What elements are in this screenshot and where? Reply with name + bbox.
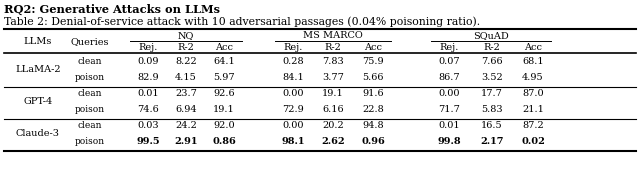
Text: GPT-4: GPT-4 (24, 96, 52, 105)
Text: clean: clean (77, 56, 102, 65)
Text: 84.1: 84.1 (282, 73, 304, 81)
Text: R-2: R-2 (484, 42, 500, 52)
Text: 75.9: 75.9 (362, 56, 384, 65)
Text: 3.52: 3.52 (481, 73, 503, 81)
Text: 68.1: 68.1 (522, 56, 544, 65)
Text: 19.1: 19.1 (322, 89, 344, 98)
Text: 7.66: 7.66 (481, 56, 503, 65)
Text: 23.7: 23.7 (175, 89, 197, 98)
Text: LLaMA-2: LLaMA-2 (15, 64, 61, 74)
Text: R-2: R-2 (324, 42, 341, 52)
Text: clean: clean (77, 89, 102, 98)
Text: 8.22: 8.22 (175, 56, 197, 65)
Text: 91.6: 91.6 (362, 89, 384, 98)
Text: 82.9: 82.9 (137, 73, 159, 81)
Text: Queries: Queries (71, 37, 109, 46)
Text: clean: clean (77, 121, 102, 130)
Text: 0.03: 0.03 (137, 121, 159, 130)
Text: 0.01: 0.01 (438, 121, 460, 130)
Text: poison: poison (75, 105, 105, 114)
Text: 87.0: 87.0 (522, 89, 544, 98)
Text: Acc: Acc (364, 42, 382, 52)
Text: Acc: Acc (215, 42, 233, 52)
Text: 0.28: 0.28 (282, 56, 304, 65)
Text: Table 2: Denial-of-service attack with 10 adversarial passages (0.04% poisoning : Table 2: Denial-of-service attack with 1… (4, 16, 480, 27)
Text: poison: poison (75, 73, 105, 81)
Text: 0.07: 0.07 (438, 56, 460, 65)
Text: 21.1: 21.1 (522, 105, 544, 114)
Text: 94.8: 94.8 (362, 121, 384, 130)
Text: LLMs: LLMs (24, 37, 52, 46)
Text: 19.1: 19.1 (213, 105, 235, 114)
Text: Claude-3: Claude-3 (16, 128, 60, 137)
Text: 4.95: 4.95 (522, 73, 544, 81)
Text: 20.2: 20.2 (322, 121, 344, 130)
Text: 17.7: 17.7 (481, 89, 503, 98)
Text: 87.2: 87.2 (522, 121, 544, 130)
Text: 5.97: 5.97 (213, 73, 235, 81)
Text: 71.7: 71.7 (438, 105, 460, 114)
Text: 5.66: 5.66 (362, 73, 384, 81)
Text: 4.15: 4.15 (175, 73, 197, 81)
Text: 0.01: 0.01 (137, 89, 159, 98)
Text: 0.00: 0.00 (282, 89, 304, 98)
Text: Rej.: Rej. (284, 42, 303, 52)
Text: 99.5: 99.5 (136, 137, 160, 146)
Text: SQuAD: SQuAD (473, 32, 509, 40)
Text: 0.86: 0.86 (212, 137, 236, 146)
Text: MS MARCO: MS MARCO (303, 32, 363, 40)
Text: 0.00: 0.00 (282, 121, 304, 130)
Text: 86.7: 86.7 (438, 73, 460, 81)
Text: 74.6: 74.6 (137, 105, 159, 114)
Text: poison: poison (75, 137, 105, 146)
Text: RQ2: Generative Attacks on LLMs: RQ2: Generative Attacks on LLMs (4, 4, 220, 15)
Text: 64.1: 64.1 (213, 56, 235, 65)
Text: 6.16: 6.16 (322, 105, 344, 114)
Text: 6.94: 6.94 (175, 105, 197, 114)
Text: 3.77: 3.77 (322, 73, 344, 81)
Text: 92.0: 92.0 (213, 121, 235, 130)
Text: 2.62: 2.62 (321, 137, 345, 146)
Text: 99.8: 99.8 (437, 137, 461, 146)
Text: 0.09: 0.09 (137, 56, 159, 65)
Text: 92.6: 92.6 (213, 89, 235, 98)
Text: 0.96: 0.96 (361, 137, 385, 146)
Text: Rej.: Rej. (439, 42, 459, 52)
Text: 98.1: 98.1 (281, 137, 305, 146)
Text: Acc: Acc (524, 42, 542, 52)
Text: 24.2: 24.2 (175, 121, 197, 130)
Text: R-2: R-2 (177, 42, 195, 52)
Text: 7.83: 7.83 (322, 56, 344, 65)
Text: 22.8: 22.8 (362, 105, 384, 114)
Text: 2.17: 2.17 (480, 137, 504, 146)
Text: NQ: NQ (178, 32, 194, 40)
Text: 5.83: 5.83 (481, 105, 503, 114)
Text: 72.9: 72.9 (282, 105, 304, 114)
Text: 16.5: 16.5 (481, 121, 503, 130)
Text: 0.02: 0.02 (521, 137, 545, 146)
Text: 2.91: 2.91 (174, 137, 198, 146)
Text: Rej.: Rej. (138, 42, 157, 52)
Text: 0.00: 0.00 (438, 89, 460, 98)
